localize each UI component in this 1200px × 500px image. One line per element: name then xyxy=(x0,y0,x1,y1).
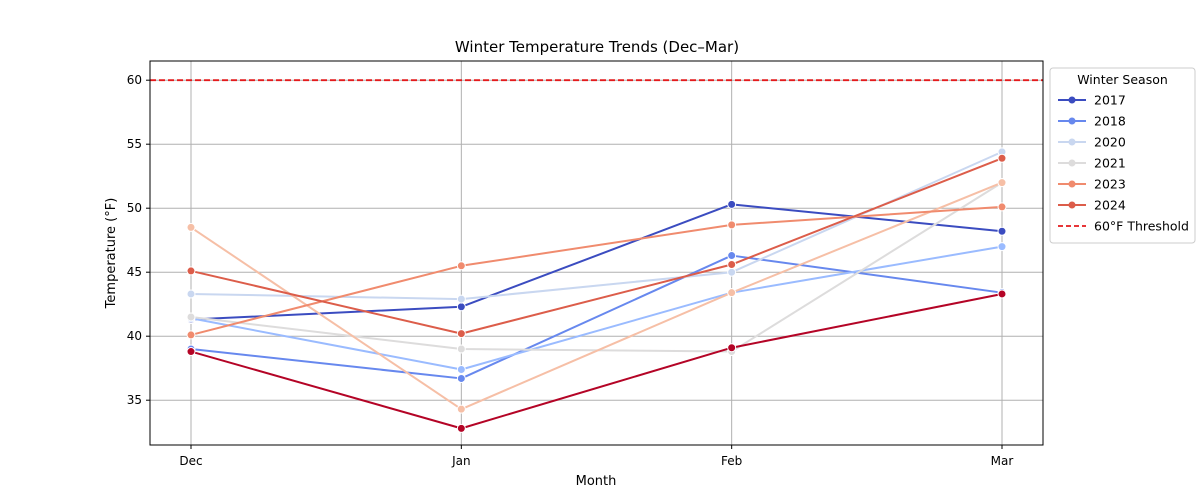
data-point xyxy=(456,261,466,271)
series-line xyxy=(190,181,1003,411)
y-tick-label: 55 xyxy=(127,137,142,151)
x-tick-label: Dec xyxy=(179,454,202,468)
legend-swatch-marker xyxy=(1068,138,1076,146)
legend-label: 60°F Threshold xyxy=(1094,219,1189,234)
series-unlabeled xyxy=(186,178,1007,414)
series-2023 xyxy=(186,202,1007,340)
data-point xyxy=(186,312,196,322)
legend-label: 2020 xyxy=(1094,135,1126,150)
data-point xyxy=(727,251,737,261)
data-point xyxy=(456,344,466,354)
data-point xyxy=(456,329,466,339)
legend-label: 2023 xyxy=(1094,177,1126,192)
legend-label: 2018 xyxy=(1094,114,1126,129)
legend-title: Winter Season xyxy=(1077,72,1168,87)
legend-swatch-marker xyxy=(1068,159,1076,167)
data-point xyxy=(727,288,737,298)
data-point xyxy=(997,153,1007,163)
series-line xyxy=(190,245,1003,371)
grid xyxy=(150,61,1043,445)
data-point xyxy=(727,267,737,277)
series-line xyxy=(190,292,1003,430)
legend-label: 2021 xyxy=(1094,156,1126,171)
y-tick-label: 45 xyxy=(127,265,142,279)
data-point xyxy=(186,222,196,232)
data-point xyxy=(727,260,737,270)
data-point xyxy=(456,364,466,374)
data-point xyxy=(727,220,737,230)
data-point xyxy=(456,423,466,433)
y-tick-label: 35 xyxy=(127,393,142,407)
x-tick-label: Mar xyxy=(991,454,1014,468)
x-tick-label: Feb xyxy=(721,454,742,468)
data-point xyxy=(997,242,1007,252)
legend-label: 2017 xyxy=(1094,93,1126,108)
legend-swatch-marker xyxy=(1068,201,1076,209)
legend-swatch-marker xyxy=(1068,117,1076,125)
data-point xyxy=(727,343,737,353)
data-point xyxy=(997,178,1007,188)
legend-swatch-marker xyxy=(1068,180,1076,188)
series-unlabeled xyxy=(186,289,1007,433)
series-line xyxy=(190,254,1003,380)
data-point xyxy=(456,302,466,312)
legend-box xyxy=(1049,67,1196,244)
y-tick-label: 40 xyxy=(127,329,142,343)
data-point xyxy=(727,199,737,209)
data-point xyxy=(456,294,466,304)
plot-frame xyxy=(149,60,1044,446)
legend-swatch-marker xyxy=(1068,96,1076,104)
data-point xyxy=(186,330,196,340)
data-point xyxy=(997,202,1007,212)
y-axis-title: Temperature (°F) xyxy=(104,198,119,310)
series-line xyxy=(190,203,1003,321)
data-point xyxy=(997,226,1007,236)
y-tick-label: 60 xyxy=(127,73,142,87)
data-point xyxy=(456,373,466,383)
legend-label: 2024 xyxy=(1094,198,1126,213)
data-point xyxy=(997,289,1007,299)
series-line xyxy=(190,205,1003,336)
legend: Winter Season 2017 2018 2020 2021 2023 2024 60°… xyxy=(1049,67,1196,244)
x-axis-title: Month xyxy=(576,474,617,489)
data-point xyxy=(456,404,466,414)
chart-title: Winter Temperature Trends (Dec–Mar) xyxy=(455,38,739,56)
y-axis: 35 40 45 50 55 60 xyxy=(127,73,150,407)
y-tick-label: 50 xyxy=(127,201,142,215)
data-point xyxy=(186,347,196,357)
data-point xyxy=(186,289,196,299)
x-tick-label: Jan xyxy=(451,454,471,468)
series-group xyxy=(186,147,1007,433)
data-point xyxy=(186,266,196,276)
series-line xyxy=(190,157,1003,335)
series-2024 xyxy=(186,153,1007,339)
x-axis: Dec Jan Feb Mar xyxy=(179,445,1013,468)
